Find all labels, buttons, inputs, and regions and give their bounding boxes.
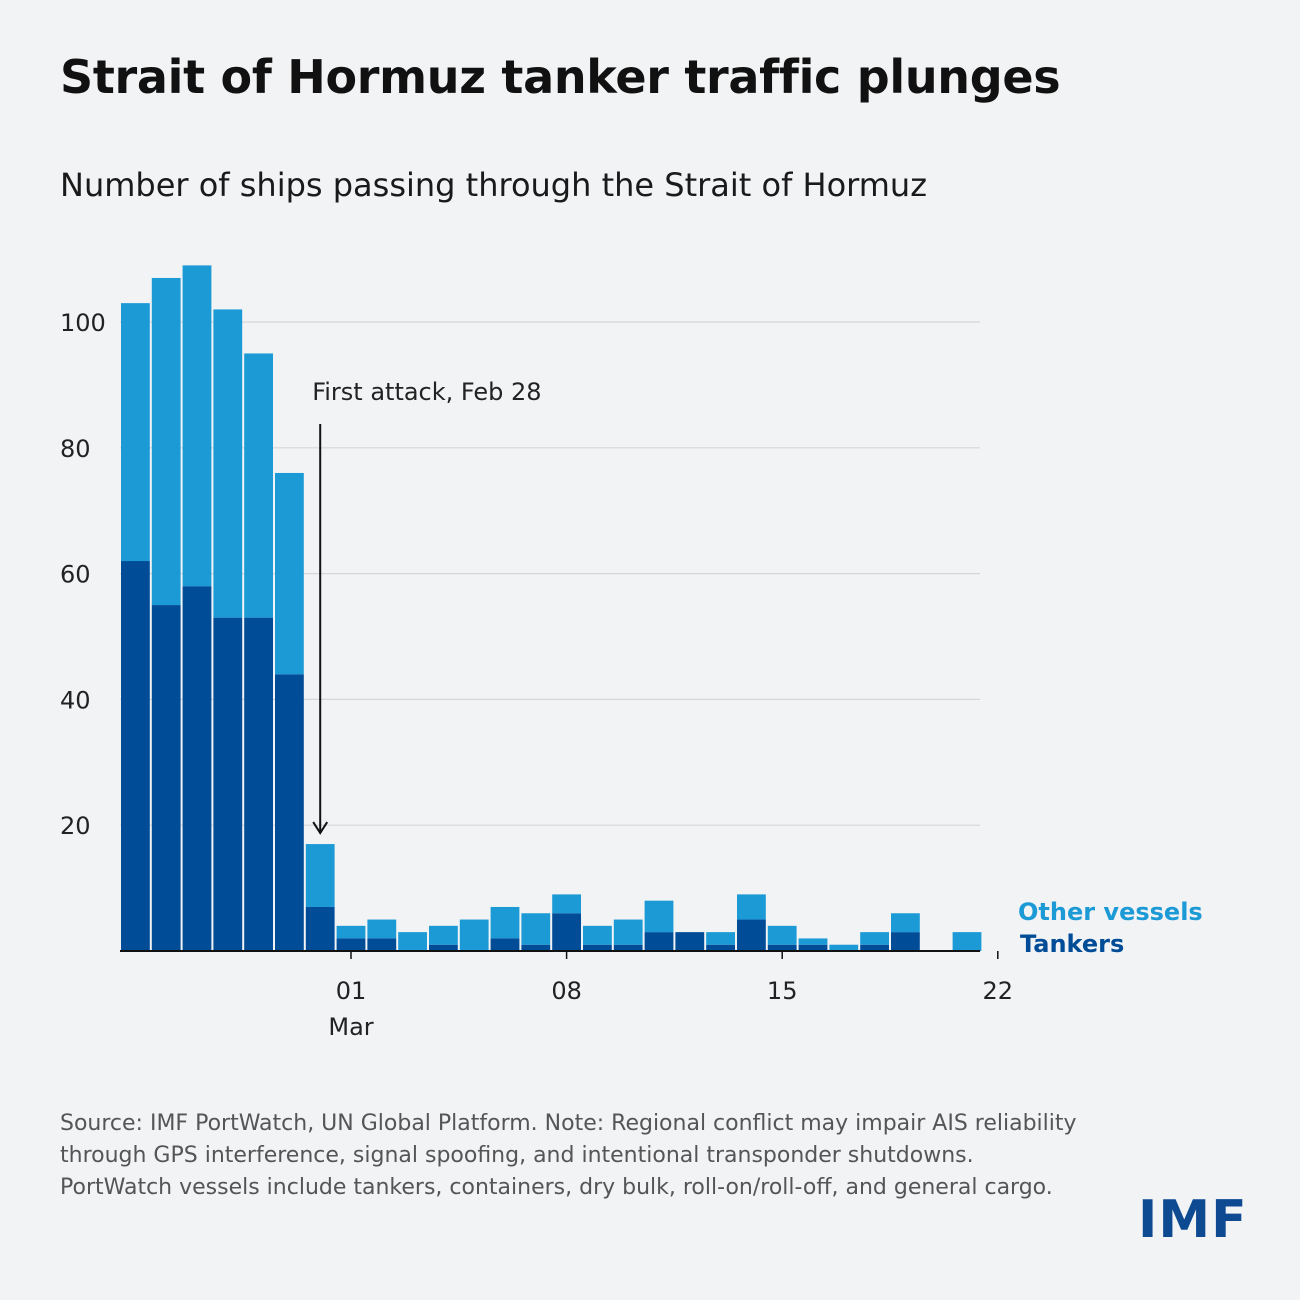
bar-tankers bbox=[213, 617, 243, 951]
bar-tankers bbox=[644, 932, 674, 951]
bar-other-vessels bbox=[552, 894, 581, 914]
bar-other-vessels bbox=[244, 353, 273, 618]
y-tick-label: 80 bbox=[60, 435, 91, 463]
bar-tankers bbox=[275, 674, 304, 951]
bar-tankers bbox=[860, 944, 889, 951]
bar-other-vessels bbox=[521, 913, 551, 945]
bars-layer bbox=[121, 265, 982, 951]
bar-other-vessels bbox=[398, 932, 427, 951]
bar-tankers bbox=[706, 944, 735, 951]
bar-other-vessels bbox=[336, 925, 366, 939]
x-tick-label: 22 bbox=[983, 977, 1014, 1005]
bar-other-vessels bbox=[644, 900, 674, 933]
bar-tankers bbox=[552, 913, 581, 951]
legend-other-vessels: Other vessels bbox=[1018, 898, 1203, 926]
bar-tankers bbox=[182, 586, 212, 951]
bar-tankers bbox=[429, 944, 458, 951]
bar-tankers bbox=[121, 561, 150, 951]
legend-layer: Other vessels Tankers bbox=[1018, 898, 1203, 958]
bar-other-vessels bbox=[429, 925, 458, 945]
bar-tankers bbox=[336, 938, 366, 951]
bar-tankers bbox=[737, 919, 766, 951]
bar-tankers bbox=[798, 944, 828, 951]
bar-other-vessels bbox=[182, 265, 212, 587]
bar-tankers bbox=[367, 938, 397, 951]
legend-tankers: Tankers bbox=[1020, 930, 1124, 958]
bar-other-vessels bbox=[860, 932, 889, 945]
bar-other-vessels bbox=[305, 844, 335, 907]
source-note: Source: IMF PortWatch, UN Global Platfor… bbox=[60, 1111, 1077, 1200]
bar-other-vessels bbox=[767, 925, 797, 945]
bar-other-vessels bbox=[583, 925, 612, 945]
bar-other-vessels bbox=[490, 906, 520, 939]
bar-other-vessels bbox=[121, 303, 150, 562]
y-tick-label: 60 bbox=[60, 561, 91, 589]
bar-tankers bbox=[767, 944, 797, 951]
y-tick-label: 100 bbox=[60, 309, 106, 337]
annotation-text: First attack, Feb 28 bbox=[312, 378, 541, 406]
bar-tankers bbox=[891, 932, 920, 951]
bar-other-vessels bbox=[459, 919, 489, 951]
bar-other-vessels bbox=[613, 919, 643, 945]
bar-tankers bbox=[244, 617, 273, 951]
bar-other-vessels bbox=[151, 277, 181, 606]
bar-other-vessels bbox=[275, 472, 304, 675]
y-tick-label: 20 bbox=[60, 812, 91, 840]
bar-other-vessels bbox=[891, 913, 920, 933]
chart-subtitle: Number of ships passing through the Stra… bbox=[60, 166, 927, 204]
bar-other-vessels bbox=[737, 894, 766, 920]
y-tick-label: 40 bbox=[60, 686, 91, 714]
bar-other-vessels bbox=[798, 938, 828, 945]
annotation-layer: First attack, Feb 28 bbox=[312, 378, 542, 835]
bar-tankers bbox=[151, 605, 181, 951]
bar-other-vessels bbox=[213, 309, 243, 618]
x-tick-sublabel: Mar bbox=[328, 1013, 373, 1041]
axis-layer: 01 Mar 08 15 22 bbox=[120, 950, 1014, 1041]
imf-logo: IMF bbox=[1138, 1190, 1248, 1250]
bar-tankers bbox=[490, 938, 520, 951]
bar-other-vessels bbox=[706, 932, 735, 945]
bar-tankers bbox=[675, 932, 705, 951]
bar-other-vessels bbox=[829, 944, 859, 951]
bar-other-vessels bbox=[952, 932, 982, 951]
bar-tankers bbox=[305, 906, 335, 951]
x-tick-label: 15 bbox=[767, 977, 798, 1005]
x-tick-label: 01 bbox=[336, 977, 367, 1005]
bar-other-vessels bbox=[367, 919, 397, 939]
x-tick-label: 08 bbox=[551, 977, 582, 1005]
annotation-arrow-head bbox=[312, 821, 329, 835]
bar-tankers bbox=[613, 944, 643, 951]
bar-tankers bbox=[583, 944, 612, 951]
bar-tankers bbox=[521, 944, 551, 951]
chart-title: Strait of Hormuz tanker traffic plunges bbox=[60, 50, 1061, 104]
